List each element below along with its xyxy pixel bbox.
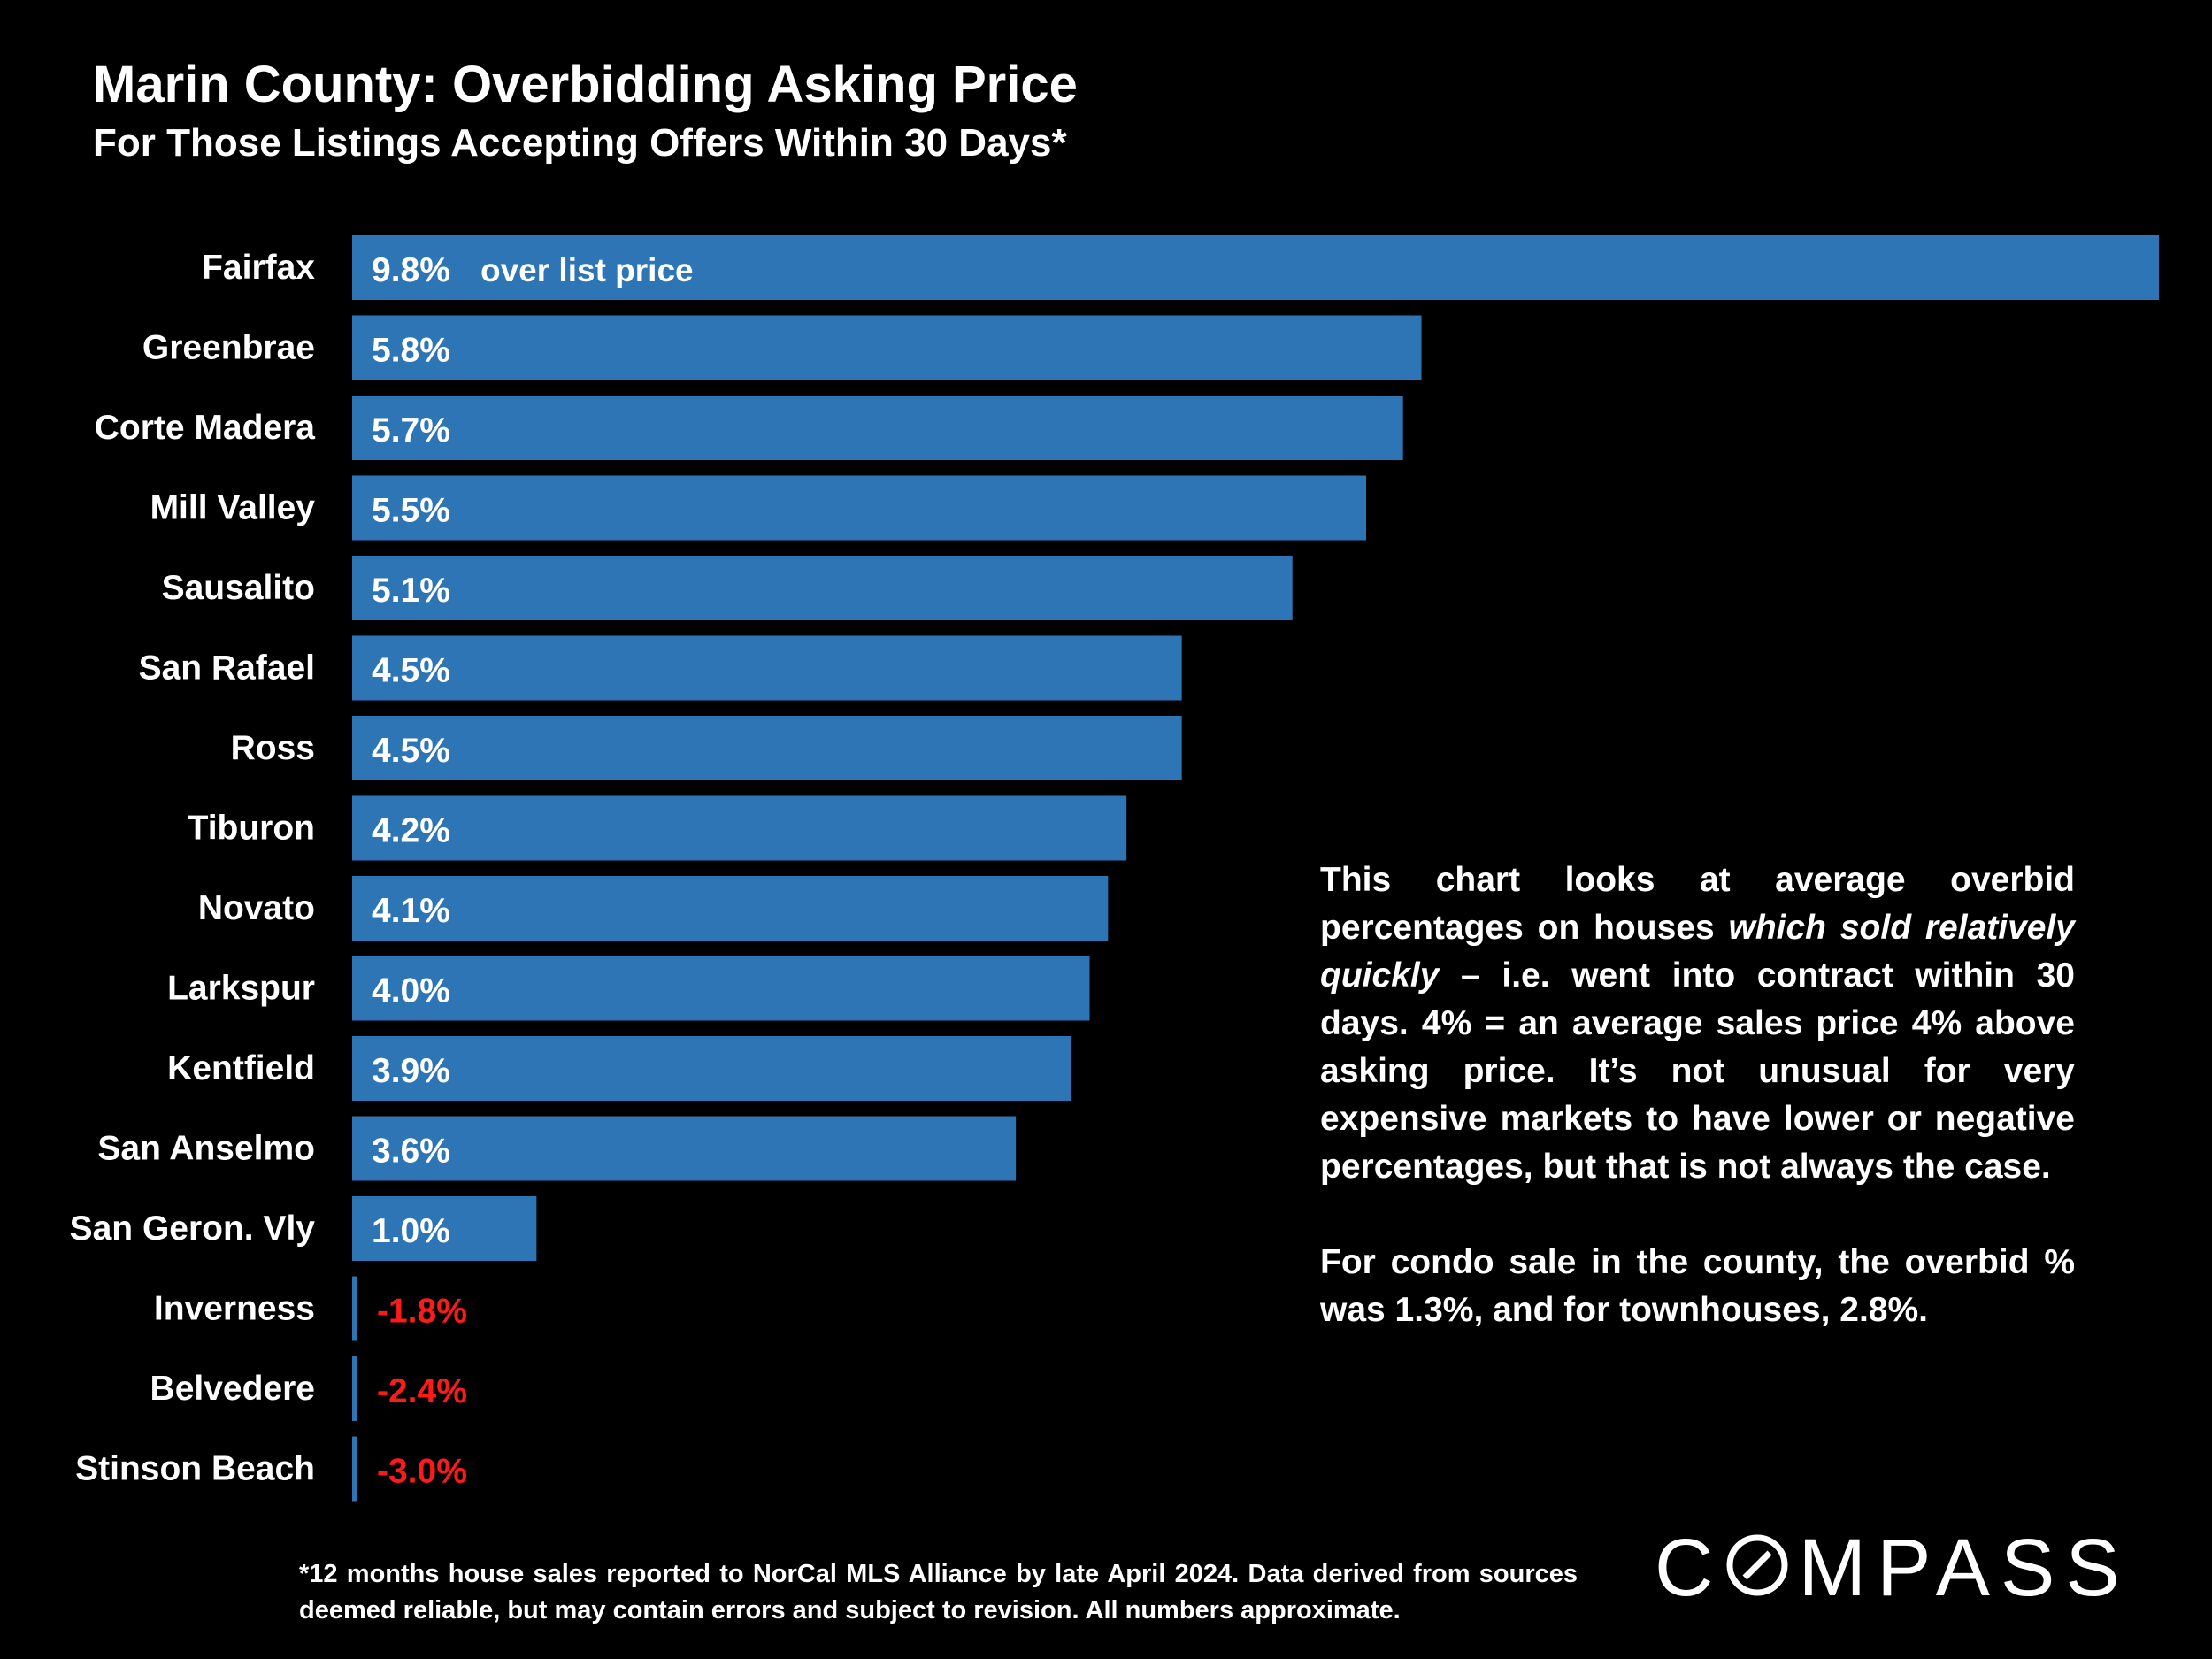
value-label-suffix: over list price <box>480 252 694 288</box>
bar-corte-madera <box>352 396 1403 460</box>
bar-chart: Fairfax 9.8% over list price Greenbrae 5.8% C… <box>70 235 2159 1502</box>
category-label: Tiburon <box>188 810 315 848</box>
value-label: 1.0% <box>372 1212 450 1250</box>
bar-larkspur <box>352 956 1090 1021</box>
value-label: 5.1% <box>372 572 450 610</box>
value-label: 5.7% <box>372 411 450 449</box>
value-label: 4.1% <box>372 892 450 930</box>
chart-subtitle: For Those Listings Accepting Offers With… <box>93 121 1067 165</box>
value-label: -1.8% <box>377 1293 467 1331</box>
value-label: 9.8% <box>372 251 450 289</box>
value-label: 4.5% <box>372 652 450 690</box>
bar-greenbrae <box>352 315 1422 380</box>
category-label: Belvedere <box>150 1370 315 1408</box>
value-label: 4.0% <box>372 972 450 1010</box>
category-label: Greenbrae <box>142 329 315 367</box>
bar-stinson-beach <box>352 1436 357 1502</box>
value-label: -3.0% <box>377 1453 467 1491</box>
value-label: 3.6% <box>372 1133 450 1171</box>
value-label: 4.5% <box>372 732 450 770</box>
bar-san-geron-vly <box>352 1196 537 1261</box>
bar-belvedere <box>352 1356 357 1421</box>
value-label: 3.9% <box>372 1052 450 1090</box>
bar-fairfax <box>352 235 2159 300</box>
category-label: San Rafael <box>139 649 315 687</box>
bar-inverness <box>352 1276 357 1341</box>
bar-ross <box>352 716 1182 780</box>
footnote: *12 months house sales reported to NorCa… <box>299 1560 1578 1624</box>
category-label: Sausalito <box>162 569 315 607</box>
value-label: 4.2% <box>372 812 450 850</box>
category-label: Stinson Beach <box>75 1450 315 1488</box>
bar-novato <box>352 876 1109 941</box>
bar-mill-valley <box>352 475 1367 541</box>
explanation-note: This chart looks at average overbid perc… <box>1320 856 2075 1334</box>
note-paragraph-2: For condo sale in the county, the overbi… <box>1320 1243 2075 1329</box>
category-label: San Anselmo <box>97 1130 315 1168</box>
category-label: Kentfield <box>167 1049 315 1087</box>
category-label: Mill Valley <box>150 489 316 527</box>
value-label: 5.5% <box>372 492 450 530</box>
bar-san-anselmo <box>352 1116 1017 1181</box>
compass-logo: C MPASS <box>1655 1523 2131 1613</box>
category-label: Corte Madera <box>95 409 316 447</box>
category-label: Ross <box>231 729 315 767</box>
category-label: Inverness <box>154 1290 315 1328</box>
bar-tiburon <box>352 795 1127 861</box>
category-label: Larkspur <box>167 970 315 1008</box>
bar-san-rafael <box>352 635 1182 701</box>
compass-o-glyph <box>1726 1534 1788 1596</box>
category-label: San Geron. Vly <box>70 1210 316 1248</box>
chart-title: Marin County: Overbidding Asking Price <box>93 56 1078 113</box>
bar-sausalito <box>352 556 1293 620</box>
category-label: Novato <box>198 889 315 927</box>
value-label: 5.8% <box>372 332 450 370</box>
note-paragraph-1: This chart looks at average overbid perc… <box>1320 861 2075 1186</box>
value-label: -2.4% <box>377 1372 467 1410</box>
bar-kentfield <box>352 1036 1071 1101</box>
category-label: Fairfax <box>202 249 315 287</box>
